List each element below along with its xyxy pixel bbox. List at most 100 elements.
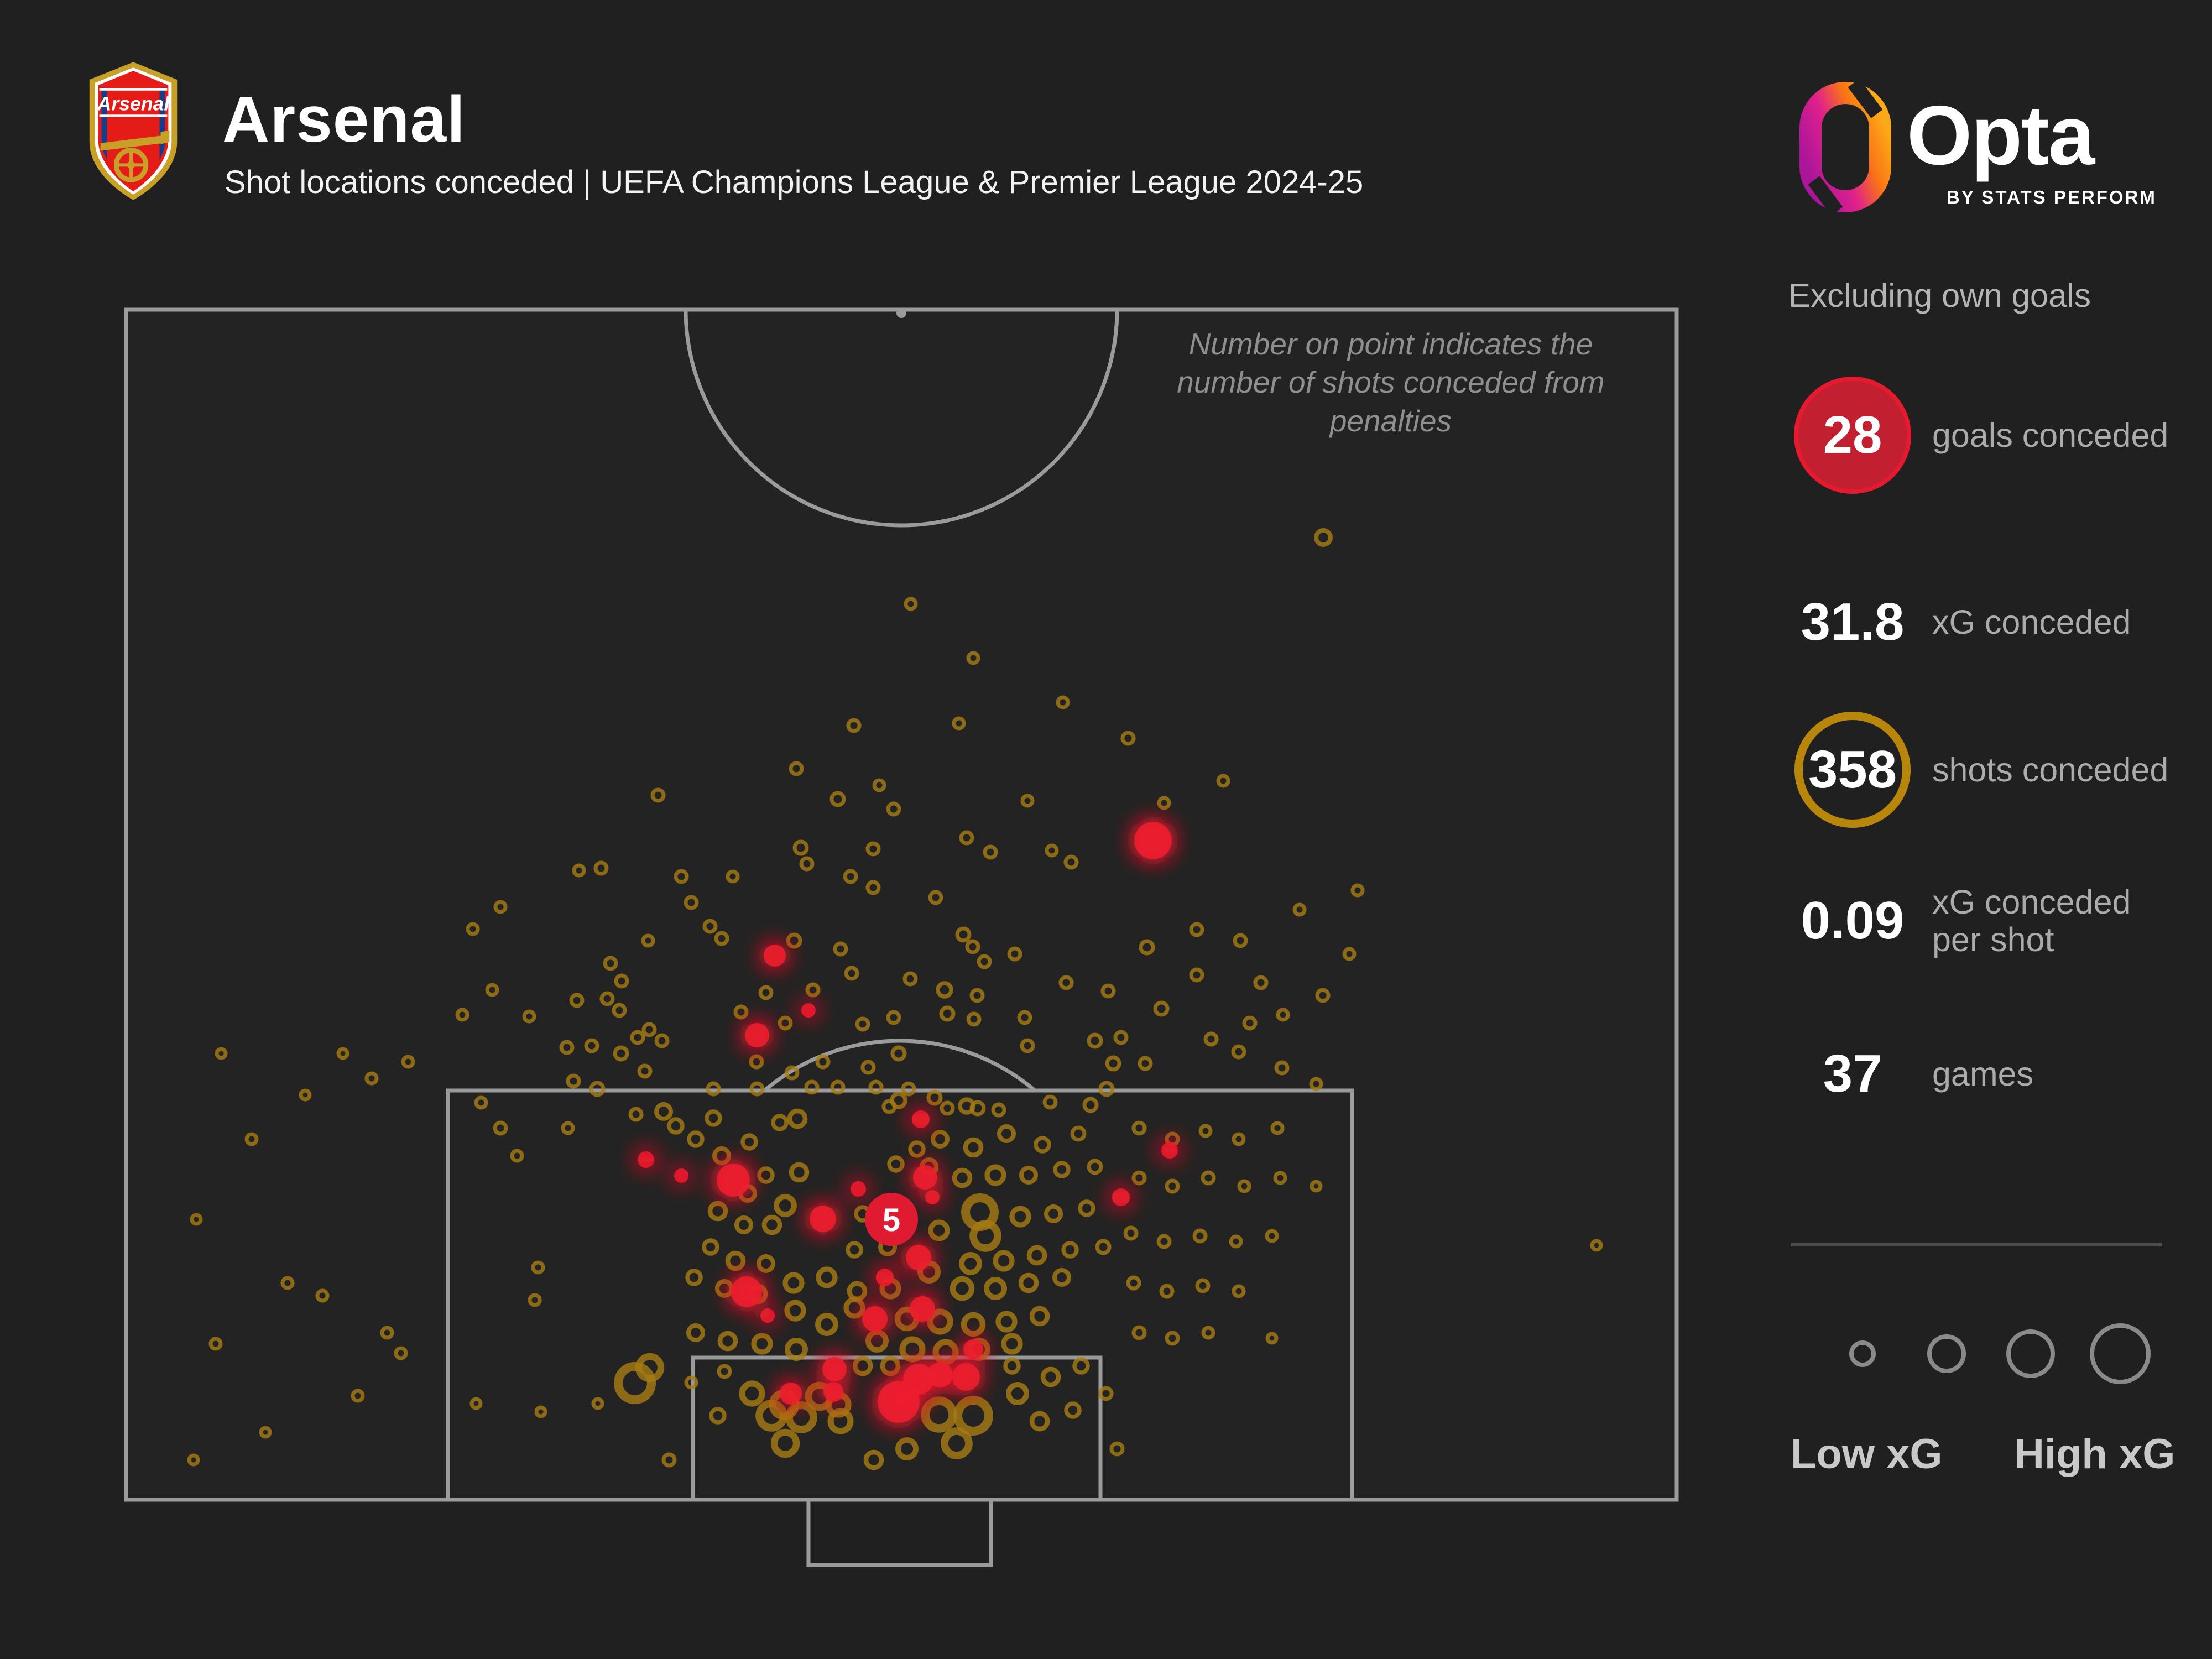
shot-point bbox=[714, 931, 729, 946]
legend-high-label: High xG bbox=[2014, 1431, 2176, 1478]
legend-low-label: Low xG bbox=[1791, 1431, 1943, 1478]
shot-point bbox=[1274, 1060, 1290, 1076]
shot-point bbox=[614, 973, 629, 989]
shot-point bbox=[939, 1005, 956, 1022]
shot-point bbox=[1201, 1326, 1215, 1340]
opta-logo-icon bbox=[1799, 82, 1891, 212]
goal-point bbox=[674, 1168, 688, 1183]
stat-label: shots conceded bbox=[1932, 750, 2169, 789]
shot-point bbox=[995, 1311, 1018, 1333]
stat-value: 0.09 bbox=[1801, 891, 1905, 950]
shot-point bbox=[469, 1397, 483, 1410]
shot-point bbox=[847, 1281, 868, 1302]
shot-point bbox=[1201, 1170, 1216, 1186]
center-circle bbox=[684, 309, 1119, 528]
shot-point bbox=[846, 1241, 863, 1259]
shot-point bbox=[707, 1201, 728, 1222]
shot-point bbox=[855, 1016, 870, 1032]
shot-point bbox=[1232, 1284, 1246, 1298]
shot-point bbox=[208, 1337, 223, 1351]
shot-point bbox=[702, 919, 718, 934]
shot-point bbox=[899, 1336, 926, 1363]
shot-point bbox=[902, 971, 918, 987]
shot-point bbox=[1159, 1284, 1175, 1299]
shot-point bbox=[1120, 731, 1136, 746]
shot-point bbox=[1042, 1094, 1058, 1110]
shot-point bbox=[983, 844, 998, 860]
shot-point bbox=[886, 1010, 901, 1025]
shot-point bbox=[380, 1326, 394, 1340]
shot-point bbox=[705, 1109, 722, 1127]
shot-point bbox=[1157, 796, 1171, 810]
shot-point bbox=[630, 1030, 645, 1045]
shot-point bbox=[1242, 1015, 1258, 1031]
shot-point bbox=[1189, 967, 1204, 983]
shot-point bbox=[816, 1266, 838, 1288]
shot-point bbox=[1003, 1357, 1021, 1375]
stat-value: 37 bbox=[1823, 1044, 1882, 1103]
shot-point bbox=[299, 1088, 312, 1102]
shot-point bbox=[1020, 1038, 1035, 1053]
penalty-marker: 5 bbox=[865, 1193, 918, 1246]
shot-point bbox=[654, 1033, 670, 1048]
shot-point bbox=[1044, 1204, 1063, 1224]
legend-size-circle-3 bbox=[2006, 1329, 2055, 1378]
shot-point bbox=[927, 1308, 953, 1335]
shot-point bbox=[771, 1114, 789, 1131]
shot-point bbox=[1342, 947, 1357, 961]
goal-point bbox=[822, 1357, 847, 1381]
shot-point bbox=[1270, 1121, 1285, 1135]
penalty-count-label: 5 bbox=[883, 1202, 900, 1238]
shot-point bbox=[1139, 939, 1155, 956]
shot-point bbox=[522, 1009, 536, 1024]
shot-point bbox=[1216, 774, 1230, 788]
shot-point bbox=[1020, 794, 1035, 808]
shot-point bbox=[977, 954, 992, 969]
shot-point bbox=[1265, 1332, 1279, 1345]
shot-point bbox=[963, 1137, 984, 1158]
shot-point bbox=[1590, 1239, 1603, 1252]
goal-point bbox=[862, 1306, 888, 1332]
shot-point bbox=[466, 922, 480, 936]
stat-value: 31.8 bbox=[1801, 592, 1905, 651]
shot-point bbox=[1276, 1008, 1290, 1022]
crest-wordmark: Arsenal bbox=[97, 92, 170, 114]
shot-point bbox=[1156, 1234, 1172, 1249]
shot-point bbox=[635, 1353, 665, 1383]
shot-point bbox=[485, 983, 499, 997]
shot-point bbox=[966, 651, 980, 665]
shot-point bbox=[846, 718, 862, 733]
shot-point bbox=[717, 1364, 732, 1379]
shot-point bbox=[613, 1045, 629, 1062]
shot-point bbox=[830, 791, 846, 807]
shot-point bbox=[1138, 1056, 1153, 1071]
stat-row-shots-conceded: 358 shots conceded bbox=[1792, 712, 2201, 828]
shot-point bbox=[561, 1121, 575, 1135]
stat-value: 28 bbox=[1823, 405, 1882, 465]
shot-point bbox=[785, 1338, 808, 1361]
goal-point bbox=[927, 1362, 953, 1387]
shot-point bbox=[315, 1288, 330, 1303]
shot-point bbox=[1131, 1170, 1147, 1186]
shot-point bbox=[739, 1380, 765, 1407]
shot-point bbox=[955, 926, 972, 943]
shot-point bbox=[474, 1095, 488, 1110]
shot-point bbox=[868, 1079, 884, 1095]
shot-point bbox=[961, 1312, 986, 1337]
shot-point bbox=[1195, 1278, 1211, 1293]
legend-divider bbox=[1791, 1243, 2162, 1246]
goal-point bbox=[801, 1003, 816, 1018]
shot-point bbox=[1064, 1401, 1082, 1419]
shot-point bbox=[1100, 983, 1116, 999]
shot-point bbox=[890, 1092, 907, 1109]
shot-point bbox=[1029, 1411, 1050, 1432]
shot-point bbox=[936, 981, 953, 999]
shot-point bbox=[928, 1219, 950, 1241]
stats-note: Excluding own goals bbox=[1788, 277, 2091, 314]
shot-point bbox=[686, 1323, 706, 1343]
shot-point bbox=[886, 801, 901, 817]
shot-point bbox=[904, 597, 918, 611]
shot-point bbox=[1072, 1357, 1090, 1375]
